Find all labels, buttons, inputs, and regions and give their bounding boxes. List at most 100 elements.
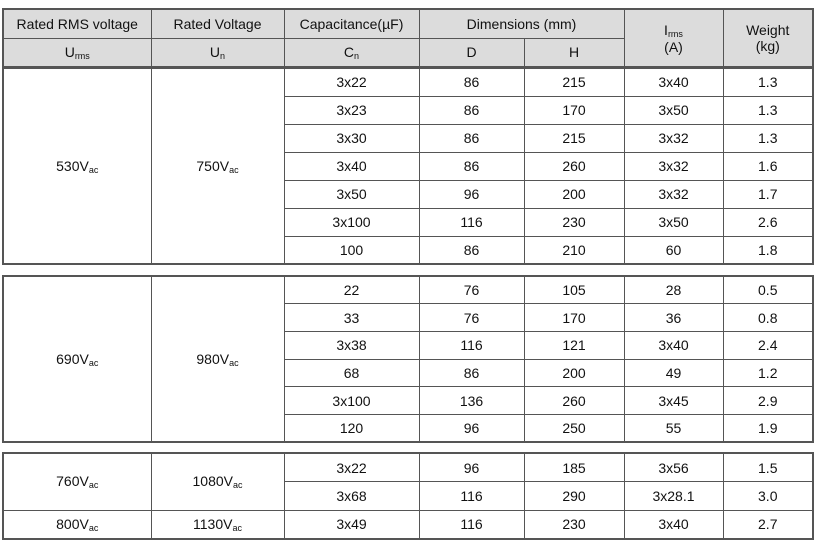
capacitance-cell: 22 bbox=[283, 275, 420, 305]
rated-rms-voltage-cell: 800Vac bbox=[2, 509, 152, 540]
irms-cell: 60 bbox=[623, 235, 724, 265]
height-cell: 260 bbox=[523, 386, 625, 415]
capacitance-cell: 120 bbox=[283, 413, 420, 443]
rated-voltage-cell: 1130Vac bbox=[150, 509, 285, 540]
col-symbol-d: D bbox=[418, 37, 525, 68]
irms-cell: 3x32 bbox=[623, 179, 724, 209]
height-cell: 230 bbox=[523, 207, 625, 237]
height-cell: 185 bbox=[523, 452, 625, 483]
table-row: 530Vac 750Vac 3x22 86 215 3x40 1.3 bbox=[2, 67, 814, 265]
diameter-cell: 86 bbox=[418, 358, 525, 388]
weight-cell: 2.6 bbox=[722, 207, 814, 237]
symbol-h: H bbox=[568, 43, 580, 60]
capacitance-cell: 33 bbox=[283, 303, 420, 332]
rated-rms-voltage: 690Vac bbox=[56, 350, 99, 368]
capacitance-cell: 68 bbox=[283, 358, 420, 388]
rated-rms-voltage-cell: 760Vac bbox=[2, 452, 152, 511]
height-cell: 210 bbox=[523, 235, 625, 265]
irms-cell: 3x40 bbox=[623, 509, 724, 540]
table-row: 33 76 170 36 0.8 bbox=[3, 303, 814, 332]
table-row: 800Vac 1130Vac 3x49 116 230 3x40 2.7 bbox=[2, 509, 814, 540]
col-dimensions: Dimensions (mm) bbox=[418, 8, 625, 39]
capacitance-cell: 3x50 bbox=[283, 179, 420, 209]
diameter-cell: 86 bbox=[418, 67, 525, 97]
col-rated-voltage: Rated Voltage bbox=[150, 8, 285, 39]
irms-cell: 3x45 bbox=[623, 386, 724, 415]
capacitance-cell: 3x23 bbox=[283, 95, 420, 125]
capacitance-cell: 3x100 bbox=[283, 386, 420, 415]
irms-cell: 3x40 bbox=[623, 330, 724, 360]
height-cell: 170 bbox=[523, 303, 625, 332]
rated-rms-voltage-cell: 690Vac bbox=[2, 275, 152, 443]
weight-cell: 1.3 bbox=[722, 95, 814, 125]
irms-cell: 49 bbox=[623, 358, 724, 388]
weight-cell: 1.3 bbox=[722, 67, 814, 97]
irms-cell: 55 bbox=[623, 413, 724, 443]
height-cell: 215 bbox=[523, 123, 625, 153]
capacitance-cell: 3x38 bbox=[283, 330, 420, 360]
height-cell: 105 bbox=[523, 275, 625, 305]
rated-voltage: 750Vac bbox=[196, 157, 239, 175]
irms-cell: 3x40 bbox=[623, 67, 724, 97]
capacitance-cell: 3x30 bbox=[283, 123, 420, 153]
rated-rms-voltage: 800Vac bbox=[56, 515, 99, 533]
col-capacitance: Capacitance(µF) bbox=[283, 8, 420, 39]
weight-cell: 1.9 bbox=[722, 413, 814, 443]
symbol-cn: Cn bbox=[343, 43, 360, 61]
rated-rms-voltage-cell: 530Vac bbox=[2, 67, 152, 265]
irms-cell: 28 bbox=[623, 275, 724, 305]
diameter-cell: 86 bbox=[418, 151, 525, 181]
weight-cell: 1.3 bbox=[722, 123, 814, 153]
height-cell: 200 bbox=[523, 179, 625, 209]
symbol-d: D bbox=[466, 43, 477, 60]
weight-cell: 1.7 bbox=[722, 179, 814, 209]
capacitance-cell: 3x68 bbox=[283, 481, 420, 511]
table-row: 760Vac 1080Vac 3x22 96 185 3x56 1.5 bbox=[2, 452, 814, 511]
rated-voltage: 980Vac bbox=[196, 350, 239, 368]
irms-symbol: Irms bbox=[664, 21, 683, 39]
diameter-cell: 76 bbox=[418, 275, 525, 305]
col-rated-rms-voltage: Rated RMS voltage bbox=[2, 8, 152, 39]
height-cell: 121 bbox=[523, 330, 625, 360]
capacitance-cell: 3x22 bbox=[283, 452, 420, 483]
diameter-cell: 96 bbox=[418, 413, 525, 443]
height-cell: 260 bbox=[523, 151, 625, 181]
irms-cell: 3x32 bbox=[623, 151, 724, 181]
rated-voltage: 1130Vac bbox=[193, 515, 242, 533]
voltage-table-3: 760Vac 1080Vac 3x22 96 185 3x56 1.5 3x68 116 290 3… bbox=[2, 452, 814, 541]
rated-voltage: 1080Vac bbox=[192, 473, 243, 491]
height-cell: 215 bbox=[523, 67, 625, 97]
weight-cell: 2.9 bbox=[722, 386, 814, 415]
capacitance-cell: 3x49 bbox=[283, 509, 420, 540]
diameter-cell: 86 bbox=[418, 95, 525, 125]
weight-cell: 1.2 bbox=[722, 358, 814, 388]
col-symbol-un: Un bbox=[150, 37, 285, 68]
rated-voltage-cell: 1080Vac bbox=[150, 452, 285, 511]
table-header: Rated RMS voltage Rated Voltage Capacita… bbox=[2, 8, 814, 68]
rated-rms-voltage: 760Vac bbox=[56, 473, 99, 491]
capacitance-cell: 3x100 bbox=[283, 207, 420, 237]
table-row: 3x50 96 200 3x32 1.7 bbox=[3, 179, 814, 209]
irms-cell: 3x32 bbox=[623, 123, 724, 153]
symbol-urms: Urms bbox=[64, 43, 90, 61]
col-irms: Irms (A) bbox=[623, 8, 724, 68]
voltage-table-2: 690Vac 980Vac 22 76 105 28 0.5 33 76 170 36 0.8 3x38… bbox=[2, 275, 814, 444]
table-row: 690Vac 980Vac 22 76 105 28 0.5 bbox=[2, 275, 814, 443]
height-cell: 250 bbox=[523, 413, 625, 443]
diameter-cell: 96 bbox=[418, 179, 525, 209]
irms-cell: 3x28.1 bbox=[623, 481, 724, 511]
rated-rms-voltage: 530Vac bbox=[56, 157, 99, 175]
diameter-cell: 116 bbox=[418, 481, 525, 511]
col-symbol-urms: Urms bbox=[2, 37, 152, 68]
weight-cell: 0.8 bbox=[722, 303, 814, 332]
table-row: 3x68 116 290 3x28.1 3.0 bbox=[3, 481, 814, 511]
irms-cell: 3x50 bbox=[623, 95, 724, 125]
height-cell: 170 bbox=[523, 95, 625, 125]
weight-cell: 3.0 bbox=[722, 481, 814, 511]
diameter-cell: 116 bbox=[418, 207, 525, 237]
diameter-cell: 86 bbox=[418, 123, 525, 153]
diameter-cell: 116 bbox=[418, 330, 525, 360]
rated-voltage-cell: 980Vac bbox=[150, 275, 285, 443]
diameter-cell: 116 bbox=[418, 509, 525, 540]
weight-cell: 1.5 bbox=[722, 452, 814, 483]
